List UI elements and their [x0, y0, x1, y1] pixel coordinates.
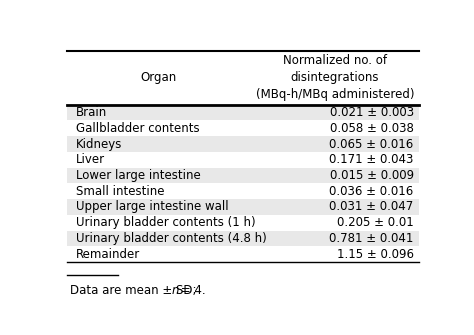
Text: Remainder: Remainder — [76, 248, 140, 261]
Text: Urinary bladder contents (4.8 h): Urinary bladder contents (4.8 h) — [76, 232, 266, 245]
Text: 0.781 ± 0.041: 0.781 ± 0.041 — [329, 232, 414, 245]
Text: Liver: Liver — [76, 153, 105, 166]
Bar — [66, 168, 419, 183]
Bar — [66, 105, 419, 120]
Text: Brain: Brain — [76, 106, 107, 119]
Text: = 4.: = 4. — [177, 284, 206, 297]
Text: Small intestine: Small intestine — [76, 185, 164, 198]
Text: 0.021 ± 0.003: 0.021 ± 0.003 — [329, 106, 414, 119]
Text: 0.171 ± 0.043: 0.171 ± 0.043 — [329, 153, 414, 166]
Text: Upper large intestine wall: Upper large intestine wall — [76, 200, 228, 213]
Text: 1.15 ± 0.096: 1.15 ± 0.096 — [337, 248, 414, 261]
Bar — [66, 215, 419, 230]
Text: 0.065 ± 0.016: 0.065 ± 0.016 — [329, 138, 414, 150]
Text: Data are mean ± SD;: Data are mean ± SD; — [70, 284, 201, 297]
Bar — [66, 230, 419, 246]
Text: 0.031 ± 0.047: 0.031 ± 0.047 — [329, 200, 414, 213]
Text: 0.058 ± 0.038: 0.058 ± 0.038 — [330, 122, 414, 135]
Bar — [66, 136, 419, 152]
Text: 0.036 ± 0.016: 0.036 ± 0.016 — [329, 185, 414, 198]
Text: 0.015 ± 0.009: 0.015 ± 0.009 — [329, 169, 414, 182]
Text: Normalized no. of
disintegrations
(MBq-h/MBq administered): Normalized no. of disintegrations (MBq-h… — [255, 54, 414, 101]
Text: Gallbladder contents: Gallbladder contents — [76, 122, 200, 135]
Text: Lower large intestine: Lower large intestine — [76, 169, 201, 182]
Bar — [66, 183, 419, 199]
Bar — [66, 246, 419, 262]
Text: 0.205 ± 0.01: 0.205 ± 0.01 — [337, 216, 414, 229]
Text: n: n — [171, 284, 179, 297]
Text: Kidneys: Kidneys — [76, 138, 122, 150]
Text: Urinary bladder contents (1 h): Urinary bladder contents (1 h) — [76, 216, 255, 229]
Bar — [66, 152, 419, 168]
Text: Organ: Organ — [140, 71, 176, 84]
Bar — [66, 120, 419, 136]
Bar — [66, 199, 419, 215]
